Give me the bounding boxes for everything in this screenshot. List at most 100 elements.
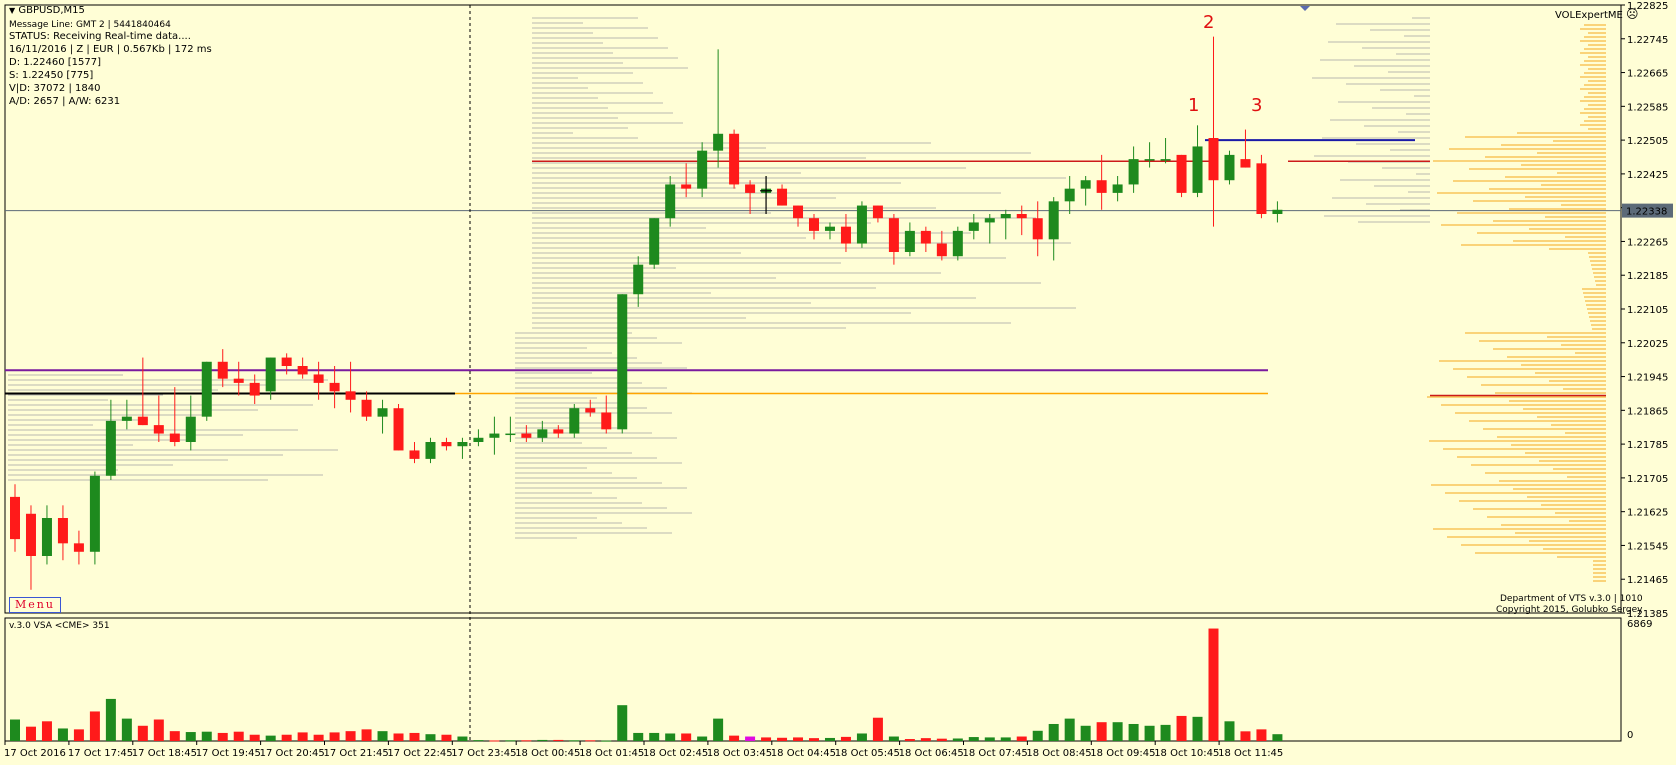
volume-bar — [281, 734, 292, 741]
candle — [233, 361, 244, 396]
candle — [89, 471, 100, 565]
time-tick-label: 17 Oct 21:45 — [324, 748, 389, 759]
candle — [968, 214, 979, 240]
volume-bar — [441, 734, 452, 741]
candle-body — [361, 399, 372, 417]
shift-marker-icon — [1300, 6, 1310, 11]
candle-body — [377, 408, 388, 417]
candle — [201, 361, 212, 421]
candle — [441, 437, 452, 451]
candle-body — [665, 184, 676, 219]
candle-body — [777, 188, 788, 206]
time-tick-label: 17 Oct 2016 — [4, 748, 66, 759]
candle — [169, 387, 180, 447]
expert-label[interactable]: VOLExpertME ☹ — [1555, 8, 1639, 22]
candle-body — [57, 518, 68, 544]
candle-body — [249, 382, 260, 396]
dropdown-triangle-icon[interactable]: ▼ — [9, 6, 16, 15]
candle-body — [313, 374, 324, 383]
candle-body — [25, 513, 36, 556]
time-tick-label: 17 Oct 23:45 — [451, 748, 516, 759]
price-tick-label: 1.22505 — [1627, 136, 1668, 147]
volume-bar — [952, 738, 963, 741]
volume-bar — [89, 711, 100, 741]
candle-body — [1256, 163, 1267, 214]
candle-body — [345, 391, 356, 400]
candle — [409, 442, 420, 464]
menu-button[interactable]: Menu — [9, 597, 61, 613]
candle-body — [281, 357, 292, 366]
candle — [217, 349, 228, 388]
time-tick-label: 18 Oct 04:45 — [771, 748, 836, 759]
volume-bar — [105, 698, 116, 741]
price-tick-label: 1.22665 — [1627, 69, 1668, 80]
candle-body — [553, 429, 564, 434]
price-axis: 1.22825 1.22745 1.22665 1.22585 1.22505 1.224… — [1621, 1, 1668, 620]
volume-bar — [1176, 715, 1187, 741]
volume-bar — [153, 719, 164, 741]
candle — [25, 505, 36, 590]
candle-body — [1208, 138, 1219, 181]
candle-body — [1048, 201, 1059, 240]
time-tick-label: 17 Oct 17:45 — [68, 748, 133, 759]
volume-bar — [809, 738, 819, 741]
candle-body — [681, 184, 692, 189]
candle — [281, 353, 292, 375]
candle — [105, 399, 116, 480]
time-tick-label: 17 Oct 18:45 — [132, 748, 197, 759]
candle — [121, 399, 132, 430]
volume-bar — [1240, 731, 1251, 741]
candle-body — [601, 412, 612, 430]
volume-bar — [1064, 718, 1075, 741]
price-tick-label: 1.21545 — [1627, 541, 1668, 552]
volume-bar — [1224, 721, 1235, 741]
candle-body — [569, 408, 580, 434]
volume-bar — [265, 735, 276, 741]
annotation-3: 3 — [1251, 95, 1262, 116]
candle — [1000, 209, 1011, 240]
candle — [984, 214, 995, 244]
vd-line: V|D: 37072 | 1840 — [9, 83, 101, 94]
candle — [665, 176, 676, 227]
time-tick-label: 18 Oct 09:45 — [1090, 748, 1155, 759]
volume-bar — [665, 733, 676, 741]
candle — [617, 294, 628, 434]
candle — [1176, 154, 1187, 198]
candle — [265, 357, 276, 400]
volume-zero-label: 0 — [1627, 730, 1633, 741]
candle-body — [1128, 159, 1139, 185]
volume-bar — [41, 721, 52, 741]
candle-body — [73, 543, 84, 552]
candle — [249, 374, 260, 404]
candle-body — [1032, 218, 1043, 240]
candle-body — [41, 518, 52, 556]
info-line: 16/11/2016 | Z | EUR | 0.567Kb | 172 ms — [9, 44, 212, 55]
volume-bar — [393, 733, 404, 741]
smiley-icon: ☹ — [1626, 7, 1639, 21]
candle-body — [153, 425, 164, 434]
volume-bars — [10, 628, 1283, 742]
candle — [1048, 197, 1059, 261]
current-price-box — [1622, 203, 1673, 218]
candle-body — [697, 150, 708, 189]
price-tick-label: 1.22105 — [1627, 305, 1668, 316]
candle — [856, 201, 867, 248]
candle-body — [968, 222, 979, 231]
candle — [1016, 205, 1027, 236]
volume-bar — [697, 736, 708, 741]
volume-bar — [1160, 724, 1171, 741]
s-line: S: 1.22450 [775] — [9, 70, 94, 81]
candle — [713, 49, 724, 168]
candle — [457, 437, 468, 459]
volume-bar — [457, 736, 468, 741]
candle-body — [10, 496, 20, 540]
price-tick-label: 1.21385 — [1627, 609, 1668, 620]
status-line: STATUS: Receiving Real-time data.... — [9, 31, 191, 42]
candle-body — [489, 433, 500, 438]
volume-bar — [729, 735, 740, 741]
candle — [41, 505, 52, 565]
candle — [633, 256, 644, 307]
candle-body — [441, 442, 452, 447]
